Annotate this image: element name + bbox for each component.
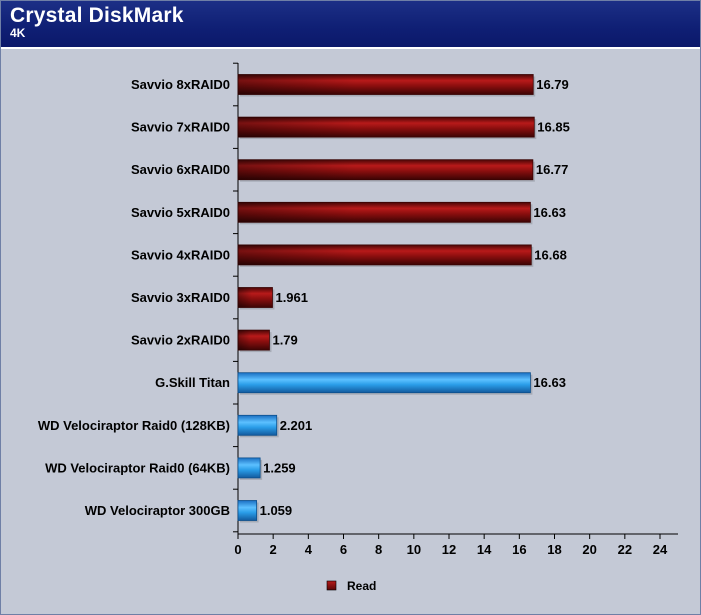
value-label: 16.85 bbox=[537, 120, 570, 135]
category-label: Savvio 4xRAID0 bbox=[131, 247, 230, 262]
value-label: 16.68 bbox=[534, 247, 567, 262]
value-label: 16.77 bbox=[536, 162, 569, 177]
bar bbox=[237, 457, 261, 479]
x-tick-label: 18 bbox=[547, 542, 561, 557]
x-tick-label: 24 bbox=[653, 542, 668, 557]
chart-subtitle: 4K bbox=[10, 26, 26, 40]
bar-shade bbox=[238, 159, 533, 180]
category-label: Savvio 6xRAID0 bbox=[131, 162, 230, 177]
x-tick-label: 4 bbox=[305, 542, 313, 557]
x-tick-label: 8 bbox=[375, 542, 382, 557]
value-label: 16.79 bbox=[536, 77, 569, 92]
bar bbox=[237, 372, 531, 394]
category-label: WD Velociraptor 300GB bbox=[85, 503, 230, 518]
x-tick-label: 14 bbox=[477, 542, 492, 557]
chart-header: Crystal DiskMark 4K bbox=[1, 1, 700, 49]
category-label: Savvio 2xRAID0 bbox=[131, 333, 230, 348]
x-tick-label: 0 bbox=[234, 542, 241, 557]
legend-swatch-read bbox=[326, 580, 337, 591]
category-label: WD Velociraptor Raid0 (128KB) bbox=[38, 418, 230, 433]
bar bbox=[237, 414, 278, 436]
bar-shade bbox=[238, 244, 532, 265]
value-label: 1.961 bbox=[275, 290, 308, 305]
value-label: 1.059 bbox=[260, 503, 293, 518]
x-tick-label: 16 bbox=[512, 542, 526, 557]
x-tick-label: 2 bbox=[270, 542, 277, 557]
category-label: Savvio 5xRAID0 bbox=[131, 205, 230, 220]
value-label: 16.63 bbox=[533, 375, 566, 390]
value-label: 2.201 bbox=[280, 418, 313, 433]
x-tick-label: 22 bbox=[618, 542, 632, 557]
x-tick-label: 12 bbox=[442, 542, 456, 557]
bar-shade bbox=[238, 287, 273, 308]
legend-label-read: Read bbox=[347, 579, 376, 593]
bar-shade bbox=[238, 117, 535, 138]
bar-shade bbox=[238, 330, 270, 351]
x-tick-label: 10 bbox=[407, 542, 421, 557]
bar-shade bbox=[238, 74, 534, 95]
category-label: WD Velociraptor Raid0 (64KB) bbox=[45, 460, 230, 475]
bar bbox=[237, 500, 258, 521]
chart-legend: Read bbox=[326, 579, 376, 593]
category-label: Savvio 8xRAID0 bbox=[131, 77, 230, 92]
x-tick-label: 6 bbox=[340, 542, 347, 557]
value-label: 16.63 bbox=[533, 205, 566, 220]
category-label: Savvio 3xRAID0 bbox=[131, 290, 230, 305]
value-label: 1.259 bbox=[263, 460, 296, 475]
chart-title: Crystal DiskMark bbox=[10, 4, 184, 27]
x-tick-label: 20 bbox=[582, 542, 596, 557]
category-label: G.Skill Titan bbox=[155, 375, 230, 390]
value-label: 1.79 bbox=[272, 333, 297, 348]
category-label: Savvio 7xRAID0 bbox=[131, 120, 230, 135]
bar-shade bbox=[238, 202, 531, 223]
